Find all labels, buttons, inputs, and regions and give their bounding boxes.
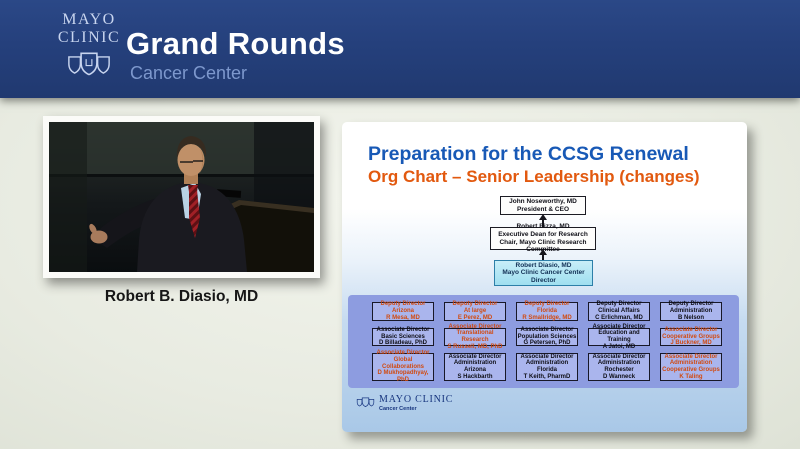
org-box-line: D Wanneck: [602, 373, 636, 380]
org-box-line: Florida: [536, 367, 557, 373]
org-box-line: D Mukhopadhyay, PhD: [377, 370, 429, 384]
org-box-admin-florida: Associate Director Administration Florid…: [516, 353, 578, 381]
org-box-line: Robert Rizza, MD: [516, 223, 570, 231]
footer-logo-sub: Cancer Center: [379, 406, 417, 412]
org-box-line: Rochester: [604, 367, 634, 373]
org-box-line: Deputy Director: [596, 301, 642, 308]
org-box-line: Global Collaborations: [381, 356, 424, 370]
org-box-line: Associate Director: [448, 323, 502, 330]
org-box-line: Deputy Director: [524, 301, 570, 308]
org-box-line: Arizona: [463, 367, 486, 373]
org-box-line: Administration: [597, 360, 641, 367]
org-box-cooperative-groups: Associate Director Cooperative Groups J …: [660, 326, 722, 347]
org-box-line: Associate Director: [376, 326, 430, 333]
speaker-name-caption: Robert B. Diasio, MD: [104, 288, 259, 305]
presentation-slide: Preparation for the CCSG Renewal Org Cha…: [342, 122, 747, 432]
org-box-line: K Taling: [679, 373, 703, 380]
slide-footer-logo: MAYO CLINIC Cancer Center: [356, 395, 453, 412]
org-box-line: T Keith, PharmD: [523, 373, 571, 380]
org-box-line: B Nelson: [677, 314, 704, 321]
org-box-line: President & CEO: [516, 205, 569, 213]
org-box-line: Robert Diasio, MD: [515, 261, 572, 269]
org-box-deputy-clinical-affairs: Deputy Director Clinical Affairs C Erlic…: [588, 301, 650, 321]
org-box-line: Associate Director: [664, 353, 718, 360]
logo-word-mayo: MAYO: [62, 11, 116, 28]
org-box-line: S Hackbarth: [457, 373, 493, 380]
up-arrow-icon: [539, 214, 547, 227]
org-box-global-collaborations: Associate Director Global Collaborations…: [372, 350, 434, 384]
org-box-line: Population Sciences: [517, 333, 577, 340]
org-box-line: J Buckner, MD: [670, 340, 712, 347]
org-box-line: Administration: [669, 360, 713, 367]
org-box-deputy-at-large: Deputy Director At large E Perez, MD: [444, 301, 506, 321]
org-box-line: Florida: [536, 308, 557, 315]
org-box-translational-research: Associate Director Translational Researc…: [444, 324, 506, 350]
slide-title: Preparation for the CCSG Renewal: [368, 143, 689, 165]
page-subtitle: Cancer Center: [130, 63, 248, 83]
org-box-line: Associate Director: [448, 353, 502, 360]
org-box-line: Basic Sciences: [381, 333, 425, 340]
org-box-admin-arizona: Associate Director Administration Arizon…: [444, 353, 506, 381]
org-box-line: Translational Research: [456, 330, 494, 343]
org-box-line: Associate Director: [520, 326, 574, 333]
org-box-basic-sciences: Associate Director Basic Sciences D Bill…: [372, 326, 434, 347]
leadership-band: Deputy Director Arizona R Mesa, MD Deput…: [348, 295, 739, 388]
logo-word-clinic: CLINIC: [57, 28, 121, 46]
footer-logo-text: MAYO CLINIC: [379, 394, 454, 405]
org-box-line: G Petersen, PhD: [523, 340, 571, 347]
mayo-clinic-logo: MAYO CLINIC: [52, 11, 126, 89]
speaker-photo: [49, 122, 314, 272]
org-box-line: Mayo Clinic Cancer Center: [502, 269, 585, 277]
org-box-line: At large: [463, 308, 487, 315]
org-box-line: Associate Director: [592, 353, 646, 360]
leadership-grid: Deputy Director Arizona R Mesa, MD Deput…: [348, 295, 739, 384]
up-arrow-icon: [539, 249, 547, 260]
header-bar: MAYO CLINIC Grand Rounds Cancer Center: [0, 0, 800, 98]
org-box-line: Associate Director: [664, 326, 718, 333]
org-box-education-training: Associate Director Education and Trainin…: [588, 324, 650, 350]
org-box-dean: Robert Rizza, MD Executive Dean for Rese…: [490, 223, 596, 253]
org-box-line: R Smallridge, MD: [522, 314, 572, 321]
org-box-line: Director: [531, 276, 556, 284]
org-box-line: John Noseworthy, MD: [509, 197, 577, 205]
org-box-line: Deputy Director: [380, 301, 426, 308]
org-box-admin-rochester: Associate Director Administration Roches…: [588, 353, 650, 381]
org-box-line: Executive Dean for Research: [498, 230, 588, 238]
org-box-line: Associate Director: [376, 350, 430, 357]
org-box-line: Cooperative Groups: [662, 333, 720, 340]
org-box-line: Clinical Affairs: [598, 308, 640, 315]
org-box-line: Arizona: [391, 308, 414, 315]
org-box-line: Deputy Director: [452, 301, 498, 308]
org-box-line: S Russell, MD, PhD: [447, 343, 503, 350]
org-box-line: A Jatoi, MD: [602, 343, 636, 350]
speaker-video: [43, 116, 320, 278]
mayo-triple-shield-icon: [356, 397, 375, 408]
org-box-line: Education and Training: [598, 330, 640, 343]
org-box-population-sciences: Associate Director Population Sciences G…: [516, 326, 578, 347]
org-box-line: Administration: [525, 360, 569, 367]
org-box-line: D Billadeau, PhD: [378, 340, 427, 347]
org-box-ceo: John Noseworthy, MD President & CEO: [500, 196, 586, 215]
org-box-deputy-administration: Deputy Director Administration B Nelson: [660, 301, 722, 321]
org-box-director: Robert Diasio, MD Mayo Clinic Cancer Cen…: [494, 260, 593, 286]
org-box-line: Deputy Director: [668, 301, 714, 308]
org-box-admin-cooperative-groups: Associate Director Administration Cooper…: [660, 353, 722, 381]
org-box-line: Cooperative Groups: [662, 367, 720, 373]
org-box-deputy-arizona: Deputy Director Arizona R Mesa, MD: [372, 301, 434, 321]
slide-subtitle: Org Chart – Senior Leadership (changes): [368, 167, 700, 186]
org-box-line: Associate Director: [592, 323, 646, 330]
org-box-deputy-florida: Deputy Director Florida R Smallridge, MD: [516, 301, 578, 321]
org-box-line: Administration: [669, 308, 713, 315]
org-box-line: C Erlichman, MD: [595, 314, 643, 321]
org-box-line: R Mesa, MD: [386, 314, 420, 321]
org-box-line: Associate Director: [520, 353, 574, 360]
mayo-triple-shield-icon: [68, 52, 110, 76]
org-box-line: Administration: [453, 360, 497, 367]
page-title: Grand Rounds: [126, 26, 345, 61]
org-box-line: E Perez, MD: [457, 314, 493, 321]
